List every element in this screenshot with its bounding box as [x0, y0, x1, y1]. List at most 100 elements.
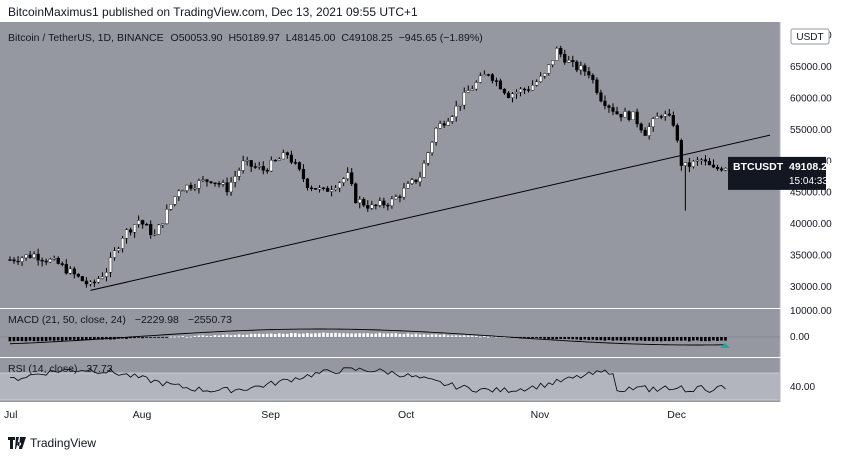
candle-body [92, 281, 97, 284]
macd-histogram-bar [269, 333, 273, 337]
macd-histogram-bar [221, 334, 225, 337]
rsi-band [0, 373, 780, 400]
candle-body [607, 105, 611, 108]
footer[interactable]: TradingView [8, 436, 96, 450]
support-trendline[interactable] [90, 134, 771, 291]
candle-body [338, 182, 342, 189]
macd-cross-marker [720, 343, 730, 348]
candle-body [454, 105, 458, 117]
candle-body [458, 104, 462, 107]
macd-histogram-bar [213, 335, 217, 337]
chart[interactable]: 30000.0035000.0040000.0045000.0050000.00… [0, 22, 850, 424]
macd-legend: MACD (21, 50, close, 24) −2229.98 −2550.… [8, 314, 232, 326]
macd-signal-value: −2550.73 [188, 314, 232, 326]
candle-body [133, 224, 137, 233]
candle-body [571, 60, 575, 63]
macd-histogram-bar [386, 333, 390, 337]
close-value: 49108.25 [349, 32, 393, 44]
candle-body [177, 190, 181, 197]
currency-badge[interactable] [790, 28, 830, 45]
macd-histogram-bar [354, 333, 357, 337]
macd-histogram-bar [663, 337, 667, 342]
macd-histogram-bar [52, 337, 56, 341]
time-tick-label: Jul [4, 409, 17, 421]
macd-histogram-bar [675, 337, 679, 341]
candle-body [406, 183, 410, 189]
macd-histogram-bar [193, 335, 197, 337]
macd-histogram-bar [583, 337, 587, 340]
macd-histogram-bar [197, 335, 201, 337]
candle-body [249, 160, 253, 167]
candle-body [563, 54, 567, 63]
low-value: 48145.00 [292, 32, 336, 44]
candle-body [56, 257, 60, 264]
macd-histogram-bar [486, 336, 490, 338]
candle-body [695, 159, 700, 162]
candle-body [675, 125, 679, 141]
candle-body [370, 204, 374, 209]
candle-body [185, 184, 189, 191]
macd-histogram-bar [233, 334, 237, 337]
price-tick-label: 60000.00 [790, 93, 832, 104]
macd-histogram-bar [438, 334, 442, 337]
candle-body [205, 179, 209, 182]
candle-body [623, 111, 627, 118]
time-axis[interactable] [0, 402, 850, 424]
candle-body [237, 170, 241, 177]
candle-body [559, 48, 563, 55]
candle-body [225, 182, 229, 193]
macd-histogram-bar [567, 337, 570, 340]
candle-body [619, 113, 623, 118]
candle-body [334, 187, 338, 190]
macd-histogram-bar [406, 333, 410, 337]
candle-body [434, 128, 438, 143]
candle-body [301, 168, 306, 180]
chart-svg[interactable]: 30000.0035000.0040000.0045000.0050000.00… [0, 22, 850, 424]
candle-body [707, 161, 712, 166]
macd-histogram-bar [281, 333, 285, 337]
macd-histogram-bar [20, 337, 24, 342]
macd-pane[interactable] [0, 309, 780, 357]
macd-histogram-bar [482, 336, 486, 337]
candle-body [631, 111, 635, 120]
candle-body [265, 170, 269, 172]
price-tick-label: 40000.00 [790, 219, 832, 230]
price-pane[interactable] [0, 22, 780, 308]
macd-histogram-bar [285, 333, 289, 337]
macd-histogram-bar [410, 334, 414, 337]
high-value: 50189.97 [236, 32, 280, 44]
macd-histogram-bar [294, 333, 297, 337]
open-value: 50053.90 [179, 32, 223, 44]
candle-body [173, 196, 177, 205]
price-tick-label: 45000.00 [790, 188, 832, 199]
candle-body [526, 89, 531, 91]
candle-body [181, 190, 185, 192]
macd-histogram-bar [249, 333, 253, 337]
last-price-symbol: BTCUSDT [733, 161, 784, 173]
macd-histogram-bar [358, 333, 361, 337]
candle-body [36, 253, 40, 261]
candle-body [539, 75, 543, 82]
macd-histogram-bar [651, 337, 655, 342]
candle-body [518, 88, 523, 93]
macd-histogram-bar [434, 334, 438, 337]
candle-body [362, 199, 366, 206]
candle-body [116, 248, 121, 252]
macd-histogram-bar [631, 337, 635, 341]
candle-body [342, 178, 346, 183]
price-axis[interactable] [780, 22, 850, 402]
candle-body [659, 116, 663, 118]
macd-histogram-bar [370, 333, 373, 337]
macd-histogram-bar [129, 337, 132, 339]
macd-histogram-bar [450, 335, 454, 337]
candle-body [426, 152, 430, 164]
candle-body [112, 250, 117, 258]
macd-histogram-bar [430, 334, 434, 337]
macd-histogram-bar [559, 337, 562, 339]
macd-line [9, 328, 726, 346]
candle-body [100, 276, 105, 279]
macd-histogram-bar [310, 333, 313, 337]
macd-value: −2229.98 [135, 314, 179, 326]
macd-histogram-bar [16, 337, 20, 341]
macd-histogram-bar [716, 337, 719, 342]
